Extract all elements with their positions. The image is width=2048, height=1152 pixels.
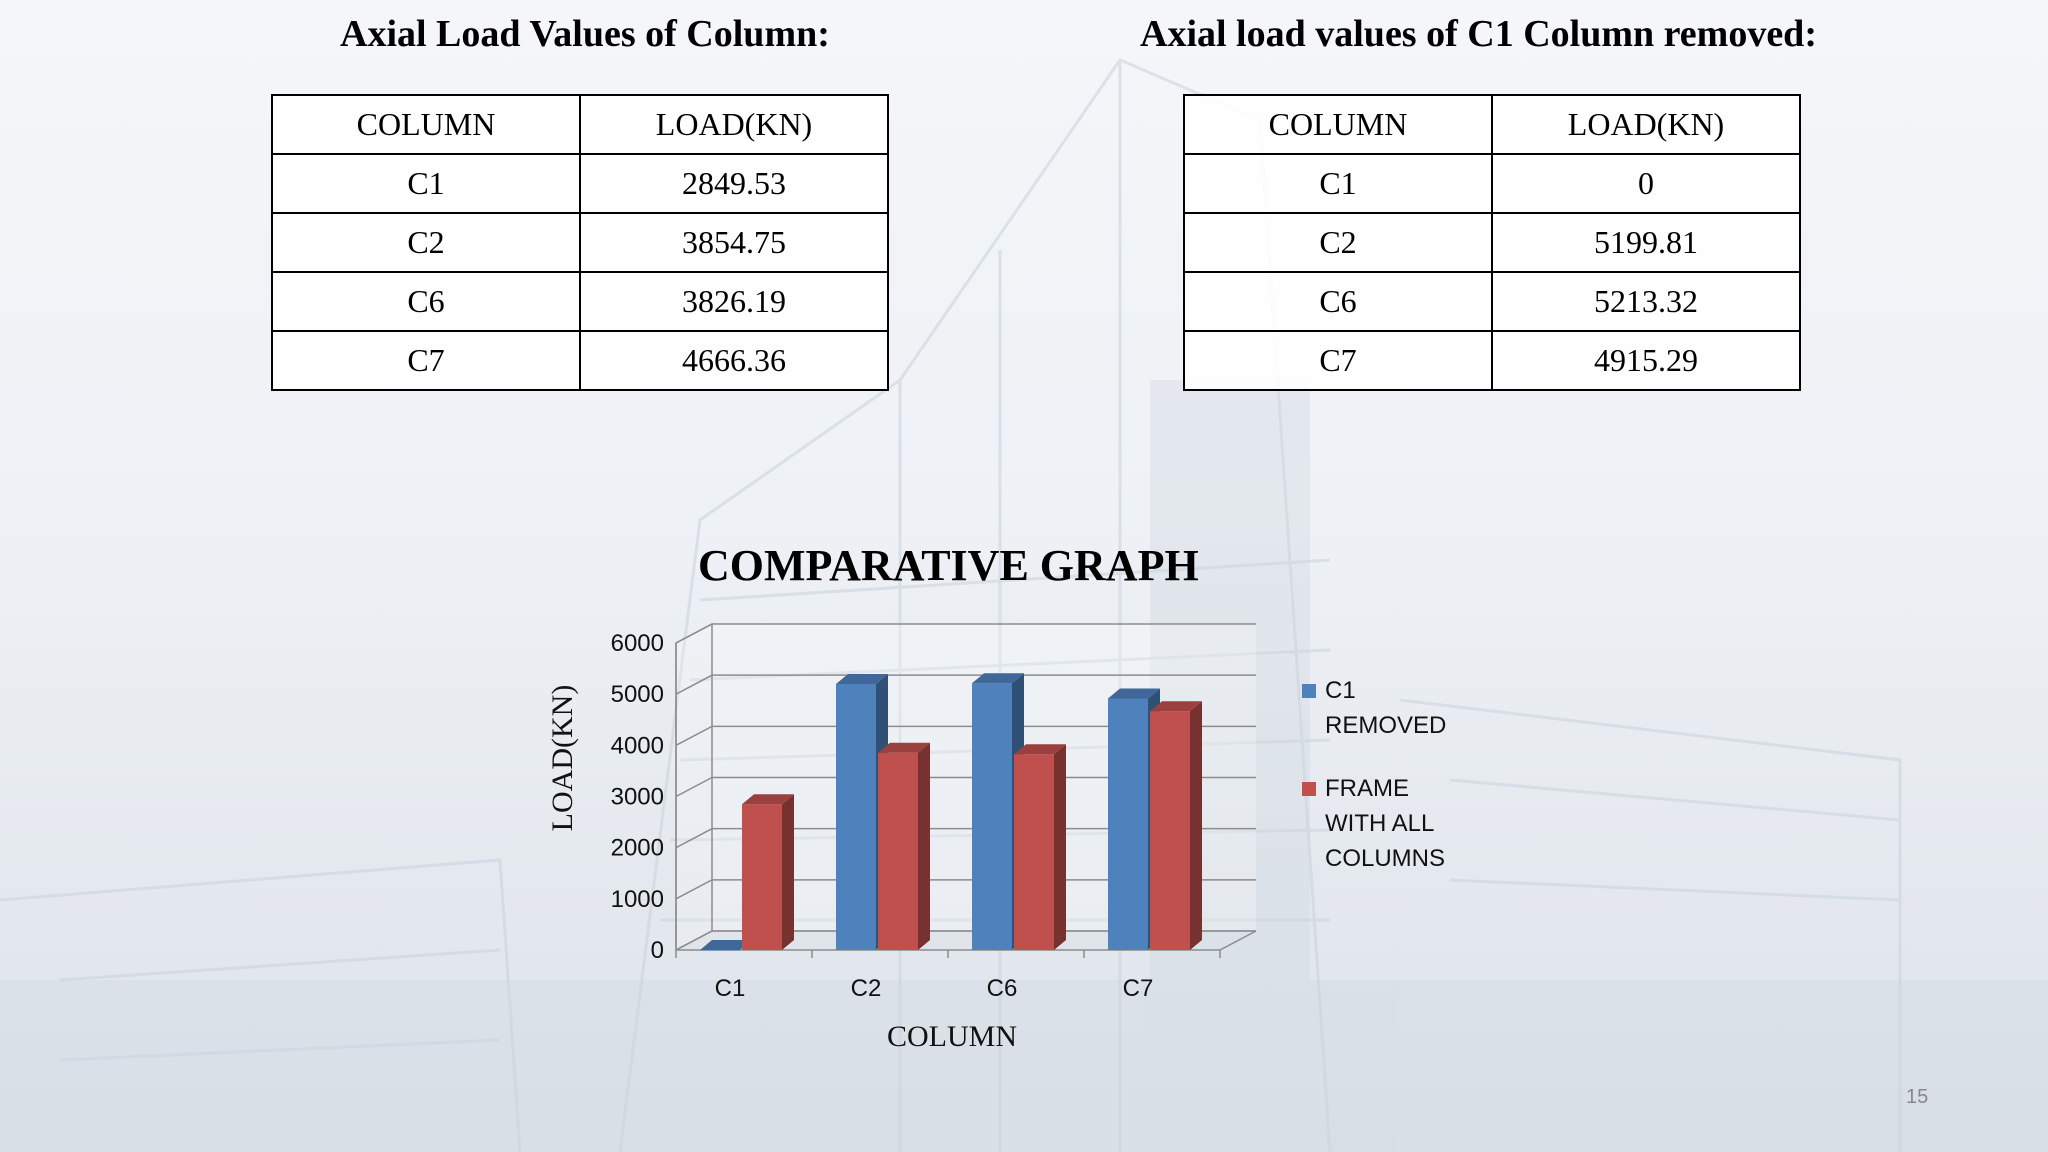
x-tick-label: C1 (715, 975, 746, 1002)
column-cell: C1 (271, 153, 581, 214)
y-tick-label: 4000 (611, 732, 664, 759)
table-header-row: COLUMN LOAD(KN) (1183, 94, 1801, 155)
bar-side (918, 742, 930, 950)
load-cell: 2849.53 (579, 153, 889, 214)
gridline (675, 674, 1256, 695)
bar-front (742, 804, 782, 950)
column-cell: C7 (271, 330, 581, 391)
y-tick-label: 6000 (611, 630, 664, 657)
bar (700, 940, 752, 951)
legend-label: C1 (1325, 677, 1356, 704)
y-tick-label: 0 (651, 937, 664, 964)
bar-front (1150, 711, 1190, 950)
load-cell: 3826.19 (579, 271, 889, 332)
chart-title: COMPARATIVE GRAPH (698, 541, 1199, 590)
load-header: LOAD(KN) (579, 94, 889, 155)
bar-side (782, 794, 794, 950)
legend-label: COLUMNS (1325, 845, 1445, 872)
y-axis-title: LOAD(KN) (546, 685, 579, 832)
legend-label: FRAME (1325, 775, 1409, 802)
load-cell: 4915.29 (1491, 330, 1801, 391)
chart-bars (700, 673, 1202, 951)
column-cell: C6 (1183, 271, 1493, 332)
x-tick-label: C6 (987, 975, 1018, 1002)
bar-front (878, 752, 918, 950)
bar-top (1108, 688, 1160, 699)
bar (742, 794, 794, 950)
table-row: C1 2849.53 (271, 153, 889, 214)
right-table-title: Axial load values of C1 Column removed: (1140, 13, 1817, 55)
load-cell: 5213.32 (1491, 271, 1801, 332)
column-header: COLUMN (1183, 94, 1493, 155)
load-cell: 3854.75 (579, 212, 889, 273)
gridline (675, 623, 1256, 644)
table-row: C6 5213.32 (1183, 271, 1801, 332)
bar (878, 742, 930, 950)
table-row: C7 4666.36 (271, 330, 889, 391)
bar-top (878, 742, 930, 753)
gridline (675, 879, 1256, 900)
gridline (675, 776, 1256, 798)
bar (1014, 744, 1066, 950)
y-tick-label: 1000 (611, 886, 664, 913)
table-row: C6 3826.19 (271, 271, 889, 332)
legend-label: REMOVED (1325, 712, 1446, 739)
gridline (675, 725, 1256, 746)
y-tick-label: 2000 (611, 835, 664, 862)
load-cell: 0 (1491, 153, 1801, 214)
y-tick-label: 5000 (611, 681, 664, 708)
legend-label: WITH ALL (1325, 810, 1434, 837)
column-header: COLUMN (271, 94, 581, 155)
bar-top (700, 940, 752, 950)
table-row: C1 0 (1183, 153, 1801, 214)
gridline (675, 827, 1256, 849)
column-cell: C2 (271, 212, 581, 273)
y-tick-label: 3000 (611, 784, 664, 811)
table-row: C2 3854.75 (271, 212, 889, 273)
column-cell: C7 (1183, 330, 1493, 391)
column-cell: C2 (1183, 212, 1493, 273)
legend-swatch (1302, 684, 1316, 698)
table-row: C7 4915.29 (1183, 330, 1801, 391)
chart-axis-labels: 0 1000 2000 3000 4000 5000 6000 C1 C2 C6 C7 COLUMN L… (546, 630, 1153, 1053)
column-cell: C6 (271, 271, 581, 332)
axial-load-table: COLUMN LOAD(KN) C1 2849.53 C2 3854.75 C6… (271, 94, 889, 391)
bar (1150, 701, 1202, 950)
bar-front (1108, 698, 1148, 950)
table-header-row: COLUMN LOAD(KN) (271, 94, 889, 155)
bar-top (742, 794, 794, 805)
table-row: C2 5199.81 (1183, 212, 1801, 273)
x-tick-label: C2 (851, 975, 882, 1002)
bar-top (1014, 744, 1066, 755)
bar-top (972, 673, 1024, 684)
load-header: LOAD(KN) (1491, 94, 1801, 155)
load-cell: 5199.81 (1491, 212, 1801, 273)
chart-legend: C1 REMOVED FRAME WITH ALL COLUMNS (1302, 677, 1446, 872)
left-table-title: Axial Load Values of Column: (340, 13, 830, 55)
bar-front (972, 683, 1012, 950)
column-cell: C1 (1183, 153, 1493, 214)
page-number: 15 (1906, 1086, 1929, 1108)
bar-side (1054, 744, 1066, 950)
bar-top (1150, 701, 1202, 712)
x-tick-label: C7 (1123, 975, 1154, 1002)
bar-side (1190, 701, 1202, 950)
load-cell: 4666.36 (579, 330, 889, 391)
bar-front (1014, 754, 1054, 950)
bar-front (700, 950, 740, 951)
axial-load-c1-removed-table: COLUMN LOAD(KN) C1 0 C2 5199.81 C6 5213.… (1183, 94, 1801, 391)
legend-swatch (1302, 782, 1316, 796)
x-axis-title: COLUMN (887, 1020, 1017, 1053)
bar-top (836, 673, 888, 684)
bar-front (836, 683, 876, 950)
